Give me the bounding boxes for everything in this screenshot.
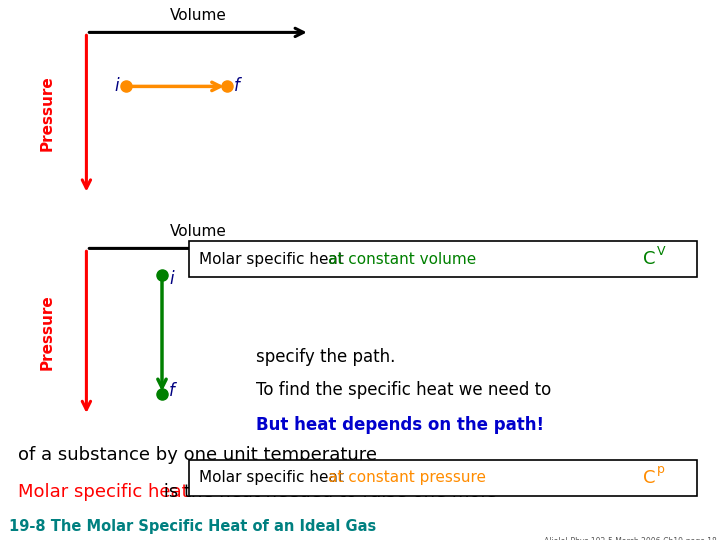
- Text: is the heat needed to raise one mole: is the heat needed to raise one mole: [158, 483, 497, 501]
- Text: Molar specific heat: Molar specific heat: [18, 483, 189, 501]
- Text: Aljalal-Phys.102-5 March 2006-Ch19-page 18: Aljalal-Phys.102-5 March 2006-Ch19-page …: [544, 537, 716, 540]
- Text: 19-8 The Molar Specific Heat of an Ideal Gas: 19-8 The Molar Specific Heat of an Ideal…: [9, 519, 376, 535]
- Text: Volume: Volume: [170, 224, 226, 239]
- Text: Pressure: Pressure: [40, 76, 54, 151]
- Text: To find the specific heat we need to: To find the specific heat we need to: [256, 381, 551, 399]
- FancyBboxPatch shape: [189, 460, 697, 496]
- Text: Molar specific heat: Molar specific heat: [199, 470, 349, 485]
- Text: f: f: [169, 382, 175, 400]
- Text: i: i: [114, 77, 119, 96]
- Text: Volume: Volume: [170, 8, 226, 23]
- Text: Molar specific heat: Molar specific heat: [199, 252, 349, 267]
- FancyBboxPatch shape: [189, 241, 697, 277]
- Text: specify the path.: specify the path.: [256, 348, 395, 366]
- Text: i: i: [169, 270, 174, 288]
- Text: at constant pressure: at constant pressure: [328, 470, 485, 485]
- Text: But heat depends on the path!: But heat depends on the path!: [256, 416, 544, 434]
- Text: V: V: [657, 245, 666, 258]
- Text: f: f: [234, 77, 240, 96]
- Text: C: C: [643, 469, 655, 487]
- Text: p: p: [657, 463, 665, 476]
- Text: C: C: [643, 250, 655, 268]
- Text: at constant volume: at constant volume: [328, 252, 476, 267]
- Text: Pressure: Pressure: [40, 294, 54, 370]
- Text: of a substance by one unit temperature: of a substance by one unit temperature: [18, 446, 377, 463]
